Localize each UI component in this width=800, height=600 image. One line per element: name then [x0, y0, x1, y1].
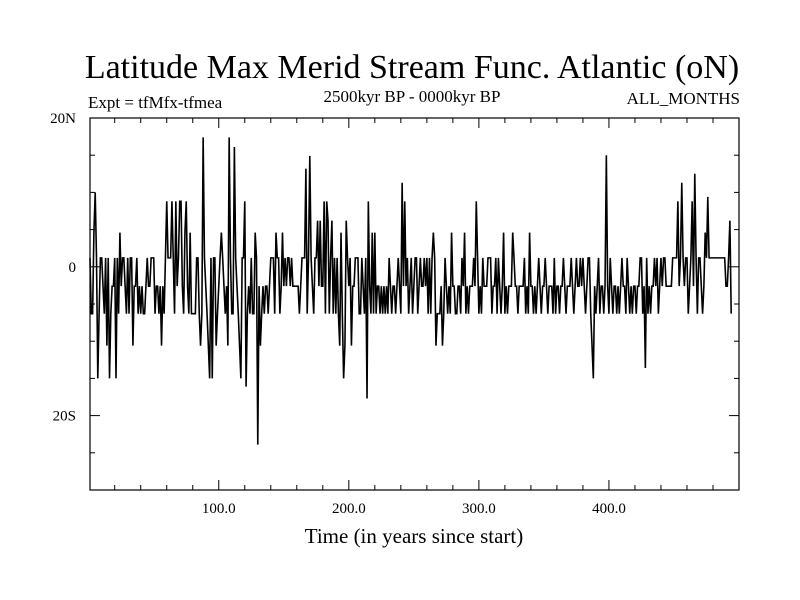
chart-subtitle-center: 2500kyr BP - 0000kyr BP [324, 87, 501, 106]
plot-area [89, 137, 732, 445]
chart-title: Latitude Max Merid Stream Func. Atlantic… [85, 49, 739, 86]
x-tick-label: 200.0 [332, 501, 366, 517]
y-tick-label: 20N [50, 111, 76, 127]
plot-frame [89, 117, 740, 491]
x-tick-label: 400.0 [592, 501, 626, 517]
series-line-0 [89, 137, 732, 445]
y-tick-label: 20S [53, 409, 76, 425]
x-tick-label: 300.0 [462, 501, 496, 517]
y-tick-label: 0 [69, 260, 77, 276]
axes-ticks: 100.0 200.0 300.0 400.0 20N 0 20S [50, 111, 739, 517]
x-axis-label: Time (in years since start) [305, 524, 524, 548]
x-tick-label: 100.0 [202, 501, 236, 517]
chart-subtitle-right: ALL_MONTHS [627, 89, 740, 108]
chart-subtitle-left: Expt = tfMfx-tfmea [88, 93, 223, 112]
